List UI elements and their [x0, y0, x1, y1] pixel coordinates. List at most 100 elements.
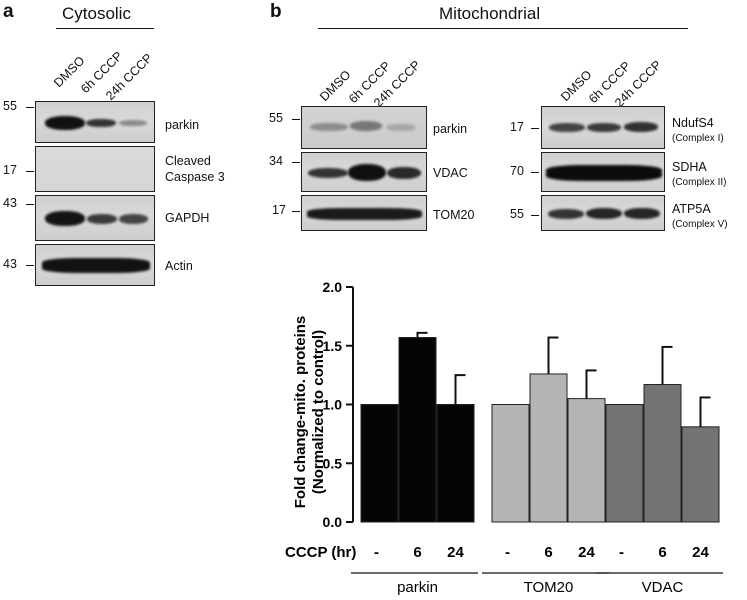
blot-mito-ndufs4	[541, 106, 665, 149]
blot-label-atp5a: ATP5A (Complex V)	[672, 202, 728, 232]
group-label: TOM20	[524, 579, 574, 596]
band	[310, 123, 348, 131]
sdha-complex: (Complex II)	[672, 177, 727, 188]
bar	[605, 404, 644, 523]
blot-cyto-parkin	[35, 101, 155, 143]
mw-marker: 34	[269, 154, 283, 168]
band	[42, 258, 150, 273]
bar	[491, 404, 530, 523]
mw-tick	[26, 107, 34, 109]
y-tick-label: 0.0	[323, 514, 343, 530]
mw-tick	[531, 128, 539, 130]
mw-marker: 43	[3, 196, 17, 210]
blot-label-mito-parkin: parkin	[433, 122, 468, 136]
blot-mito-tom20	[301, 195, 427, 231]
band	[624, 122, 658, 132]
band	[624, 208, 660, 219]
band	[546, 165, 662, 181]
x-tick-label: -	[505, 544, 510, 561]
y-tick-label: 2.0	[323, 279, 343, 295]
blot-label-cleaved-caspase-line2: Caspase 3	[165, 170, 225, 184]
mw-marker: 17	[3, 163, 17, 177]
x-tick-label: 6	[413, 544, 421, 561]
panel-b-letter: b	[270, 1, 282, 22]
mw-marker: 43	[3, 257, 17, 271]
panel-b-title-rule	[318, 28, 688, 29]
mw-tick	[531, 172, 539, 174]
x-axis-title: CCCP (hr)	[285, 544, 356, 561]
band	[308, 168, 348, 178]
y-axis-title-line1: Fold change-mito. proteins	[292, 316, 309, 509]
x-tick-label: 24	[447, 544, 464, 561]
panel-a-letter: a	[3, 1, 14, 22]
mw-tick	[292, 162, 300, 164]
bar	[360, 404, 399, 523]
band	[45, 211, 85, 226]
panel-a-title-rule	[56, 28, 154, 29]
x-tick-label: 24	[578, 544, 595, 561]
y-axis-title: Fold change-mito. proteins (Normalized t…	[292, 316, 327, 509]
mw-marker: 17	[510, 120, 524, 134]
x-tick-label: -	[619, 544, 624, 561]
bar	[398, 337, 437, 523]
mw-marker: 70	[510, 164, 524, 178]
mw-tick	[26, 204, 34, 206]
bar	[567, 398, 606, 523]
group-label: parkin	[397, 579, 438, 596]
mw-tick	[292, 211, 300, 213]
band	[548, 209, 584, 219]
bar	[529, 373, 568, 523]
band	[86, 119, 116, 127]
blot-cyto-actin	[35, 244, 155, 286]
mw-tick	[292, 119, 300, 121]
bar	[436, 404, 475, 523]
mw-marker: 55	[510, 207, 524, 221]
panel-a-title: Cytosolic	[62, 4, 131, 23]
group-label: VDAC	[642, 579, 684, 596]
blot-label-gapdh: GAPDH	[165, 211, 210, 225]
band	[586, 208, 622, 219]
y-tick-label: 0.5	[323, 455, 343, 471]
y-axis-title-line2: (Normalized to control)	[310, 330, 327, 494]
band	[119, 120, 147, 126]
blot-cyto-gapdh	[35, 195, 155, 241]
mw-tick	[26, 171, 34, 173]
band	[587, 123, 621, 132]
band	[350, 121, 382, 131]
mw-marker: 55	[3, 99, 17, 113]
y-tick-label: 1.0	[323, 397, 343, 413]
blot-label-actin: Actin	[165, 259, 193, 273]
blot-mito-parkin	[301, 106, 427, 149]
band	[87, 214, 117, 224]
bar	[681, 426, 720, 523]
band	[348, 164, 386, 181]
blot-label-sdha: SDHA (Complex II)	[672, 160, 726, 190]
mw-tick	[531, 215, 539, 217]
x-tick-label: -	[374, 544, 379, 561]
x-tick-label: 6	[544, 544, 552, 561]
blot-label-ndufs4: NdufS4 (Complex I)	[672, 116, 724, 146]
x-tick-label: 6	[658, 544, 666, 561]
ndufs4-complex: (Complex I)	[672, 133, 724, 144]
atp5a-name: ATP5A	[672, 202, 711, 216]
blot-label-parkin: parkin	[165, 118, 200, 132]
band	[386, 124, 416, 131]
blot-label-cleaved-caspase-line1: Cleaved	[165, 154, 211, 168]
blot-mito-vdac	[301, 152, 427, 192]
ndufs4-name: NdufS4	[672, 116, 714, 130]
atp5a-complex: (Complex V)	[672, 219, 728, 230]
bar	[643, 384, 682, 523]
sdha-name: SDHA	[672, 160, 707, 174]
x-tick-label: 24	[692, 544, 709, 561]
blot-mito-atp5a	[541, 195, 665, 231]
y-tick-label: 1.5	[323, 338, 343, 354]
band	[307, 208, 422, 220]
band	[119, 214, 148, 224]
band	[549, 123, 585, 132]
blot-label-vdac: VDAC	[433, 166, 468, 180]
blot-label-tom20: TOM20	[433, 208, 475, 222]
mw-marker: 55	[269, 111, 283, 125]
blot-mito-sdha	[541, 152, 665, 192]
mw-tick	[26, 265, 34, 267]
band	[45, 116, 85, 130]
